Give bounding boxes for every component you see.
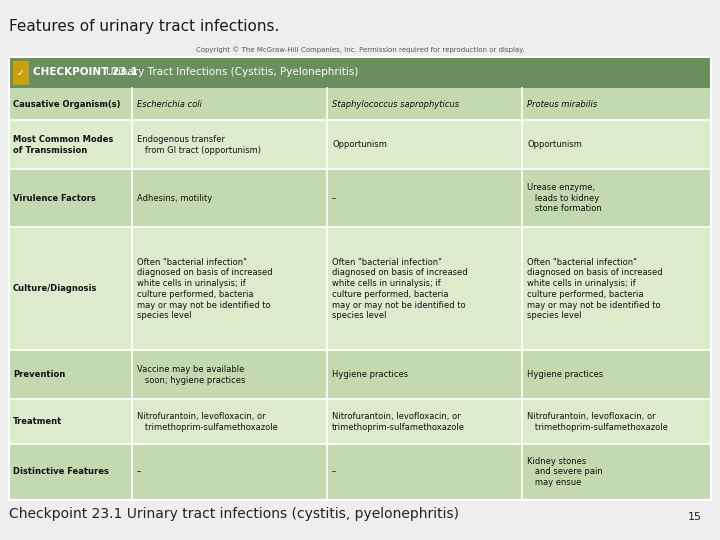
Text: Hygiene practices: Hygiene practices — [332, 370, 408, 379]
Bar — [13, 61, 29, 85]
Text: Prevention: Prevention — [13, 370, 66, 379]
Text: Hygiene practices: Hygiene practices — [527, 370, 603, 379]
Text: Endogenous transfer
   from GI tract (opportunism): Endogenous transfer from GI tract (oppor… — [137, 135, 261, 154]
Bar — [9, 399, 711, 444]
Text: Staphylococcus saprophyticus: Staphylococcus saprophyticus — [332, 100, 459, 109]
Text: Culture/Diagnosis: Culture/Diagnosis — [13, 285, 97, 293]
Text: Often "bacterial infection"
diagnosed on basis of increased
white cells in urina: Often "bacterial infection" diagnosed on… — [527, 258, 663, 320]
Text: Opportunism: Opportunism — [527, 140, 582, 149]
Text: Virulence Factors: Virulence Factors — [13, 194, 96, 202]
Text: Features of urinary tract infections.: Features of urinary tract infections. — [9, 19, 279, 34]
Text: –: – — [332, 194, 336, 202]
Text: Proteus mirabilis: Proteus mirabilis — [527, 100, 598, 109]
Text: Urease enzyme,
   leads to kidney
   stone formation: Urease enzyme, leads to kidney stone for… — [527, 183, 602, 213]
Text: Urinary Tract Infections (Cystitis, Pyelonephritis): Urinary Tract Infections (Cystitis, Pyel… — [106, 68, 359, 77]
Text: –: – — [137, 468, 141, 476]
Text: Treatment: Treatment — [13, 417, 62, 426]
Text: Vaccine may be available
   soon; hygiene practices: Vaccine may be available soon; hygiene p… — [137, 365, 245, 384]
Bar — [9, 169, 711, 227]
Text: CHECKPOINT 23.1: CHECKPOINT 23.1 — [33, 68, 138, 77]
Text: Nitrofurantoin, levofloxacin, or
   trimethoprim-sulfamethoxazole: Nitrofurantoin, levofloxacin, or trimeth… — [137, 412, 277, 431]
Text: Often "bacterial infection"
diagnosed on basis of increased
white cells in urina: Often "bacterial infection" diagnosed on… — [137, 258, 272, 320]
Text: Often "bacterial infection"
diagnosed on basis of increased
white cells in urina: Often "bacterial infection" diagnosed on… — [332, 258, 467, 320]
Text: ✓: ✓ — [17, 68, 25, 78]
Text: Most Common Modes
of Transmission: Most Common Modes of Transmission — [13, 135, 113, 154]
Bar — [9, 227, 711, 350]
Bar — [9, 88, 711, 120]
Text: –: – — [332, 468, 336, 476]
Bar — [9, 350, 711, 399]
Text: Kidney stones
   and severe pain
   may ensue: Kidney stones and severe pain may ensue — [527, 457, 603, 487]
Text: Escherichia coli: Escherichia coli — [137, 100, 202, 109]
Text: Causative Organism(s): Causative Organism(s) — [13, 100, 120, 109]
Text: Checkpoint 23.1 Urinary tract infections (cystitis, pyelonephritis): Checkpoint 23.1 Urinary tract infections… — [9, 507, 459, 521]
Text: Nitrofurantoin, levofloxacin, or
   trimethoprim-sulfamethoxazole: Nitrofurantoin, levofloxacin, or trimeth… — [527, 412, 668, 431]
Text: Distinctive Features: Distinctive Features — [13, 468, 109, 476]
Text: Copyright © The McGraw-Hill Companies, Inc. Permission required for reproduction: Copyright © The McGraw-Hill Companies, I… — [196, 46, 524, 52]
Text: Opportunism: Opportunism — [332, 140, 387, 149]
Text: 15: 15 — [688, 512, 702, 522]
Bar — [9, 444, 711, 500]
Bar — [9, 57, 711, 88]
Text: Nitrofurantoin, levofloxacin, or
trimethoprim-sulfamethoxazole: Nitrofurantoin, levofloxacin, or trimeth… — [332, 412, 465, 431]
Bar — [9, 120, 711, 169]
Text: Adhesins, motility: Adhesins, motility — [137, 194, 212, 202]
